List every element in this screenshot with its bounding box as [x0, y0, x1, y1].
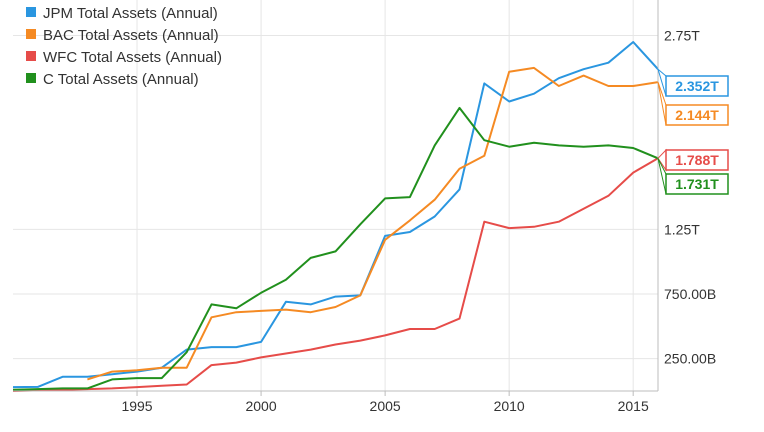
legend-swatch — [26, 73, 36, 83]
end-label-text: 2.144T — [675, 107, 719, 123]
end-label-box — [665, 149, 729, 171]
end-label-0: 2.352T — [657, 67, 729, 97]
end-label-text: 1.731T — [675, 176, 719, 192]
series-line-1 — [87, 66, 659, 381]
gridlines — [13, 0, 658, 396]
series-line-2 — [12, 157, 659, 392]
end-value-labels: 2.352T 2.144T 1.788T 1.731T — [657, 67, 729, 195]
end-label-1: 2.144T — [657, 81, 729, 126]
series-lines — [12, 41, 659, 392]
legend-item-2: WFC Total Assets (Annual) — [26, 49, 222, 66]
legend-item-3: C Total Assets (Annual) — [26, 71, 199, 88]
legend-item-1: BAC Total Assets (Annual) — [26, 27, 219, 44]
y-tick-labels: 250.00B 750.00B 1.25T 2.75T — [664, 28, 716, 367]
series-line-3 — [12, 106, 659, 391]
end-label-2: 1.788T — [657, 148, 729, 172]
end-label-box — [665, 104, 729, 126]
x-tick-labels: 1995 2000 2005 2010 2015 — [121, 398, 649, 414]
x-tick-label: 2000 — [245, 398, 276, 414]
legend-swatch — [26, 7, 36, 17]
legend-swatch — [26, 29, 36, 39]
legend-swatch — [26, 51, 36, 61]
x-tick-label: 2010 — [494, 398, 525, 414]
end-label-box — [665, 173, 729, 195]
y-tick-label: 1.25T — [664, 221, 700, 237]
x-tick-label: 1995 — [121, 398, 152, 414]
plot-area — [13, 0, 658, 391]
legend-label: JPM Total Assets (Annual) — [43, 5, 218, 22]
legend-label: C Total Assets (Annual) — [43, 71, 199, 88]
series-line-0 — [12, 41, 659, 389]
end-label-box — [665, 75, 729, 97]
end-label-text: 2.352T — [675, 78, 719, 94]
legend-label: WFC Total Assets (Annual) — [43, 49, 222, 66]
x-tick-label: 2005 — [370, 398, 401, 414]
y-tick-label: 2.75T — [664, 28, 700, 44]
end-label-3: 1.731T — [657, 158, 729, 195]
x-tick-label: 2015 — [618, 398, 649, 414]
end-label-text: 1.788T — [675, 152, 719, 168]
y-tick-label: 250.00B — [664, 351, 716, 367]
legend: JPM Total Assets (Annual) BAC Total Asset… — [26, 5, 222, 88]
end-label-pointer — [657, 67, 667, 97]
legend-label: BAC Total Assets (Annual) — [43, 27, 219, 44]
y-tick-label: 750.00B — [664, 286, 716, 302]
legend-item-0: JPM Total Assets (Annual) — [26, 5, 218, 22]
